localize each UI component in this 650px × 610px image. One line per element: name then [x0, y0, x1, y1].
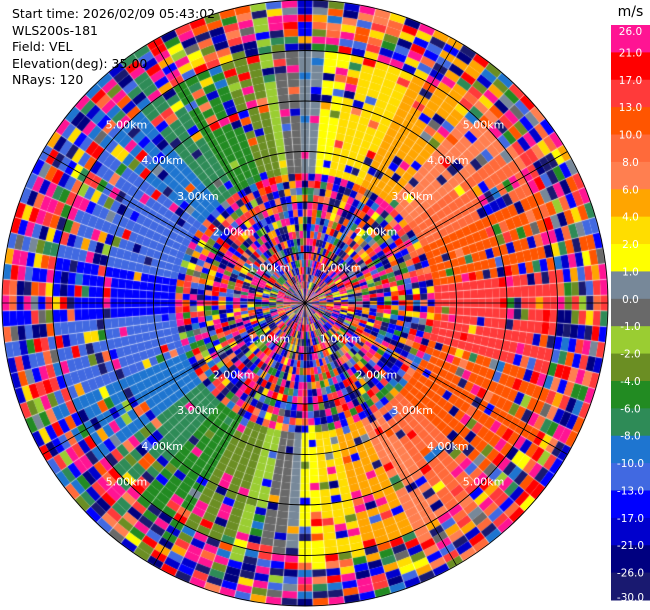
colorbar-swatch-2 — [611, 52, 650, 81]
colorbar-tick-label: 4.0 — [622, 212, 639, 224]
ring-label-5-3: 5.00km — [463, 476, 505, 489]
colorbar-tick-label: -8.0 — [620, 431, 641, 443]
colorbar-swatch-18 — [611, 490, 650, 519]
ring-label-4-1: 4.00km — [141, 154, 183, 167]
ring-label-1-2: 1.00km — [320, 261, 362, 274]
colorbar-swatch-4 — [611, 107, 650, 136]
ring-label-1-3: 1.00km — [320, 333, 362, 346]
ring-label-2-4: 2.00km — [213, 368, 255, 381]
colorbar-swatch-21 — [611, 572, 650, 601]
colorbar-tick-label: 26.0 — [619, 26, 642, 38]
info-panel: Start time: 2026/02/09 05:43:02 WLS200s-… — [12, 6, 215, 89]
ring-label-3-3: 3.00km — [391, 404, 433, 417]
colorbar-tick-label: -10.0 — [617, 458, 644, 470]
colorbar-tick-label: -4.0 — [620, 376, 641, 388]
colorbar-tick-label: 1.0 — [622, 266, 639, 278]
colorbar-tick-label: -26.0 — [617, 568, 644, 580]
elevation-label: Elevation(deg): 35.00 — [12, 55, 148, 71]
colorbar-tick-label: -6.0 — [620, 403, 641, 415]
device-label: WLS200s-181 — [12, 22, 98, 38]
ring-label-1-4: 1.00km — [249, 333, 291, 346]
colorbar-tick-label: -30.0 — [617, 592, 644, 604]
colorbar-tick-label: 21.0 — [619, 47, 642, 59]
colorbar-swatch-14 — [611, 380, 650, 409]
colorbar-tick-label: 2.0 — [622, 239, 639, 251]
ring-label-3-2: 3.00km — [391, 190, 433, 203]
ring-label-2-1: 2.00km — [213, 226, 255, 239]
field-label: Field: VEL — [12, 39, 73, 54]
colorbar-swatch-12 — [611, 326, 650, 355]
ring-label-2-3: 2.00km — [356, 368, 398, 381]
colorbar-swatch-1 — [611, 25, 650, 53]
colorbar-tick-label: -2.0 — [620, 349, 641, 361]
colorbar-swatch-9 — [611, 244, 650, 272]
ring-label-1-1: 1.00km — [249, 261, 291, 274]
colorbar-tick-label: -1.0 — [620, 321, 641, 333]
colorbar-tick-label: 10.0 — [619, 130, 642, 142]
colorbar-tick-label: 13.0 — [619, 102, 642, 114]
ring-label-4-3: 4.00km — [427, 440, 469, 453]
colorbar-swatch-19 — [611, 517, 650, 546]
colorbar-tick-label: -21.0 — [617, 540, 644, 552]
colorbar-swatch-7 — [611, 189, 650, 218]
ring-label-5-2: 5.00km — [463, 118, 505, 131]
colorbar-swatch-3 — [611, 79, 650, 108]
ring-label-2-2: 2.00km — [356, 226, 398, 239]
nrays-label: NRays: 120 — [12, 72, 84, 87]
colorbar-tick-label: 8.0 — [622, 157, 639, 169]
colorbar-tick-label: 0.0 — [622, 294, 639, 306]
colorbar-swatch-13 — [611, 353, 650, 382]
colorbar-tick-label: -13.0 — [617, 485, 644, 497]
colorbar-swatch-17 — [611, 463, 650, 491]
colorbar-swatch-11 — [611, 298, 650, 327]
ring-label-4-4: 4.00km — [141, 440, 183, 453]
colorbar-tick-label: 17.0 — [619, 75, 642, 87]
colorbar-swatch-10 — [611, 271, 650, 300]
colorbar-swatch-15 — [611, 408, 650, 437]
colorbar-swatch-20 — [611, 545, 650, 574]
colorbar-swatch-5 — [611, 134, 650, 163]
ring-label-3-1: 3.00km — [177, 190, 219, 203]
colorbar-swatch-16 — [611, 435, 650, 464]
colorbar-tick-label: -17.0 — [617, 513, 644, 525]
colorbar-unit-label: m/s — [618, 4, 644, 20]
colorbar-swatch-8 — [611, 216, 650, 245]
ring-label-3-4: 3.00km — [177, 404, 219, 417]
colorbar-swatch-6 — [611, 161, 650, 190]
start-time-label: Start time: 2026/02/09 05:43:02 — [12, 6, 216, 21]
colorbar-tick-label: 6.0 — [622, 184, 639, 196]
ring-label-4-2: 4.00km — [427, 154, 469, 167]
azimuth-line-6 — [42, 151, 568, 455]
ring-label-5-1: 5.00km — [106, 118, 148, 131]
ring-label-5-4: 5.00km — [106, 476, 148, 489]
